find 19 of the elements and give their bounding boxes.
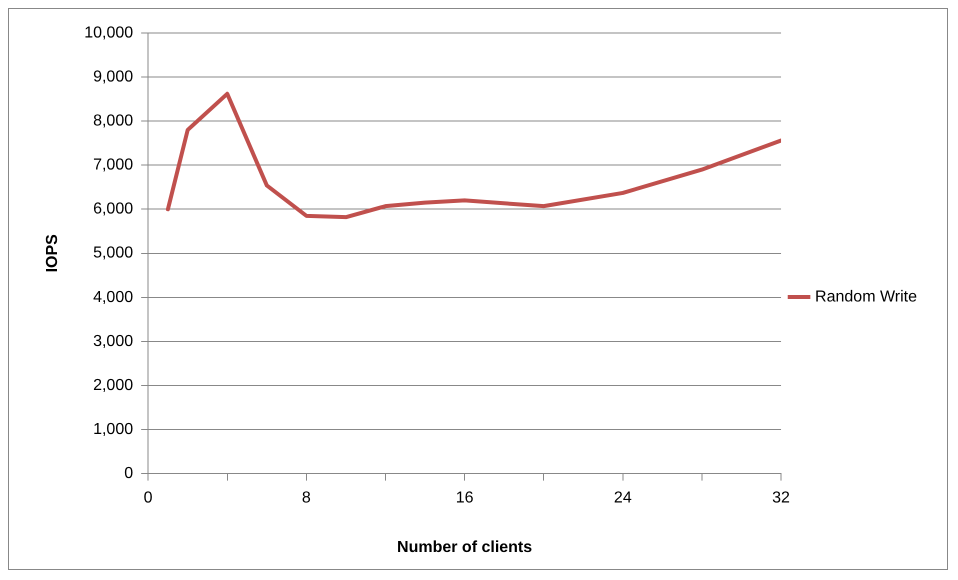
x-tick-label: 32	[772, 490, 790, 507]
y-tick-label: 10,000	[84, 24, 134, 42]
x-tick-label: 8	[302, 490, 311, 507]
y-tick-label: 3,000	[93, 332, 134, 350]
y-tick-label: 7,000	[93, 156, 134, 174]
x-tick-label: 0	[144, 490, 153, 507]
x-axis-title: Number of clients	[397, 538, 532, 556]
y-axis-title: IOPS	[44, 234, 62, 272]
y-tick-label: 4,000	[93, 288, 134, 306]
y-tick-label: 8,000	[93, 112, 134, 130]
y-tick-label: 5,000	[93, 244, 134, 262]
x-tick-label: 16	[456, 490, 474, 507]
y-tick-label: 0	[124, 465, 134, 482]
y-tick-label: 6,000	[93, 200, 134, 218]
x-tick-label: 24	[614, 490, 632, 507]
legend-label: Random Write	[815, 288, 918, 306]
y-tick-label: 9,000	[93, 68, 134, 86]
y-tick-label: 2,000	[93, 376, 134, 394]
y-tick-label: 1,000	[93, 420, 134, 438]
